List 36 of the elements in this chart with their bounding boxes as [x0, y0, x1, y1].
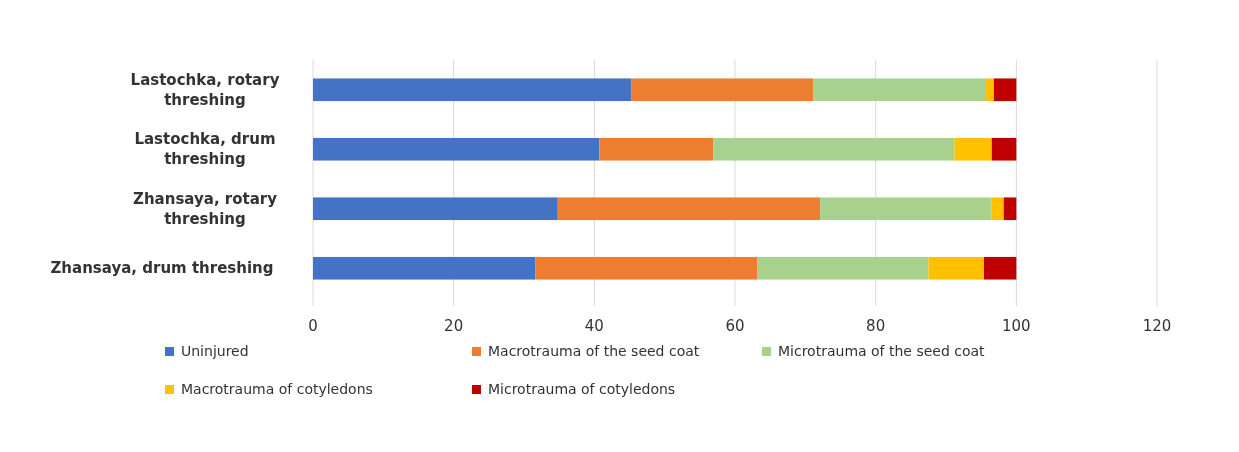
bar	[313, 256, 536, 280]
x-tick-label: 80	[866, 317, 886, 335]
bar	[991, 197, 1004, 221]
x-tick-label: 60	[725, 317, 745, 335]
x-tick-label: 0	[308, 317, 318, 335]
bar	[813, 78, 987, 102]
bar	[954, 137, 992, 161]
bar	[993, 78, 1017, 102]
legend-label: Macrotrauma of cotyledons	[181, 381, 373, 397]
bar	[757, 256, 929, 280]
x-tick-label: 40	[584, 317, 604, 335]
legend-label: Uninjured	[181, 343, 249, 359]
bar	[313, 197, 558, 221]
bar	[557, 197, 821, 221]
bar	[713, 137, 955, 161]
y-tick-label: Zhansaya, drum threshing	[50, 259, 274, 278]
bar	[983, 256, 1017, 280]
bar	[820, 197, 992, 221]
bar	[1003, 197, 1017, 221]
bar	[991, 137, 1017, 161]
legend-label: Microtrauma of the seed coat	[778, 343, 986, 359]
bar	[986, 78, 994, 102]
x-tick-label: 120	[1142, 317, 1172, 335]
y-tick-label: Lastochka, drum threshing	[134, 130, 276, 169]
bar	[313, 137, 600, 161]
y-tick-label: Zhansaya, rotary threshing	[133, 189, 278, 228]
y-tick-label: Lastochka, rotary threshing	[130, 70, 280, 109]
bar	[631, 78, 814, 102]
legend-label: Macrotrauma of the seed coat	[488, 343, 700, 359]
x-tick-label: 20	[444, 317, 464, 335]
bar	[599, 137, 714, 161]
legend-label: Microtrauma of cotyledons	[488, 381, 676, 397]
bar	[313, 78, 632, 102]
bar	[535, 256, 758, 280]
bar	[928, 256, 984, 280]
x-tick-label: 100	[1002, 317, 1031, 335]
